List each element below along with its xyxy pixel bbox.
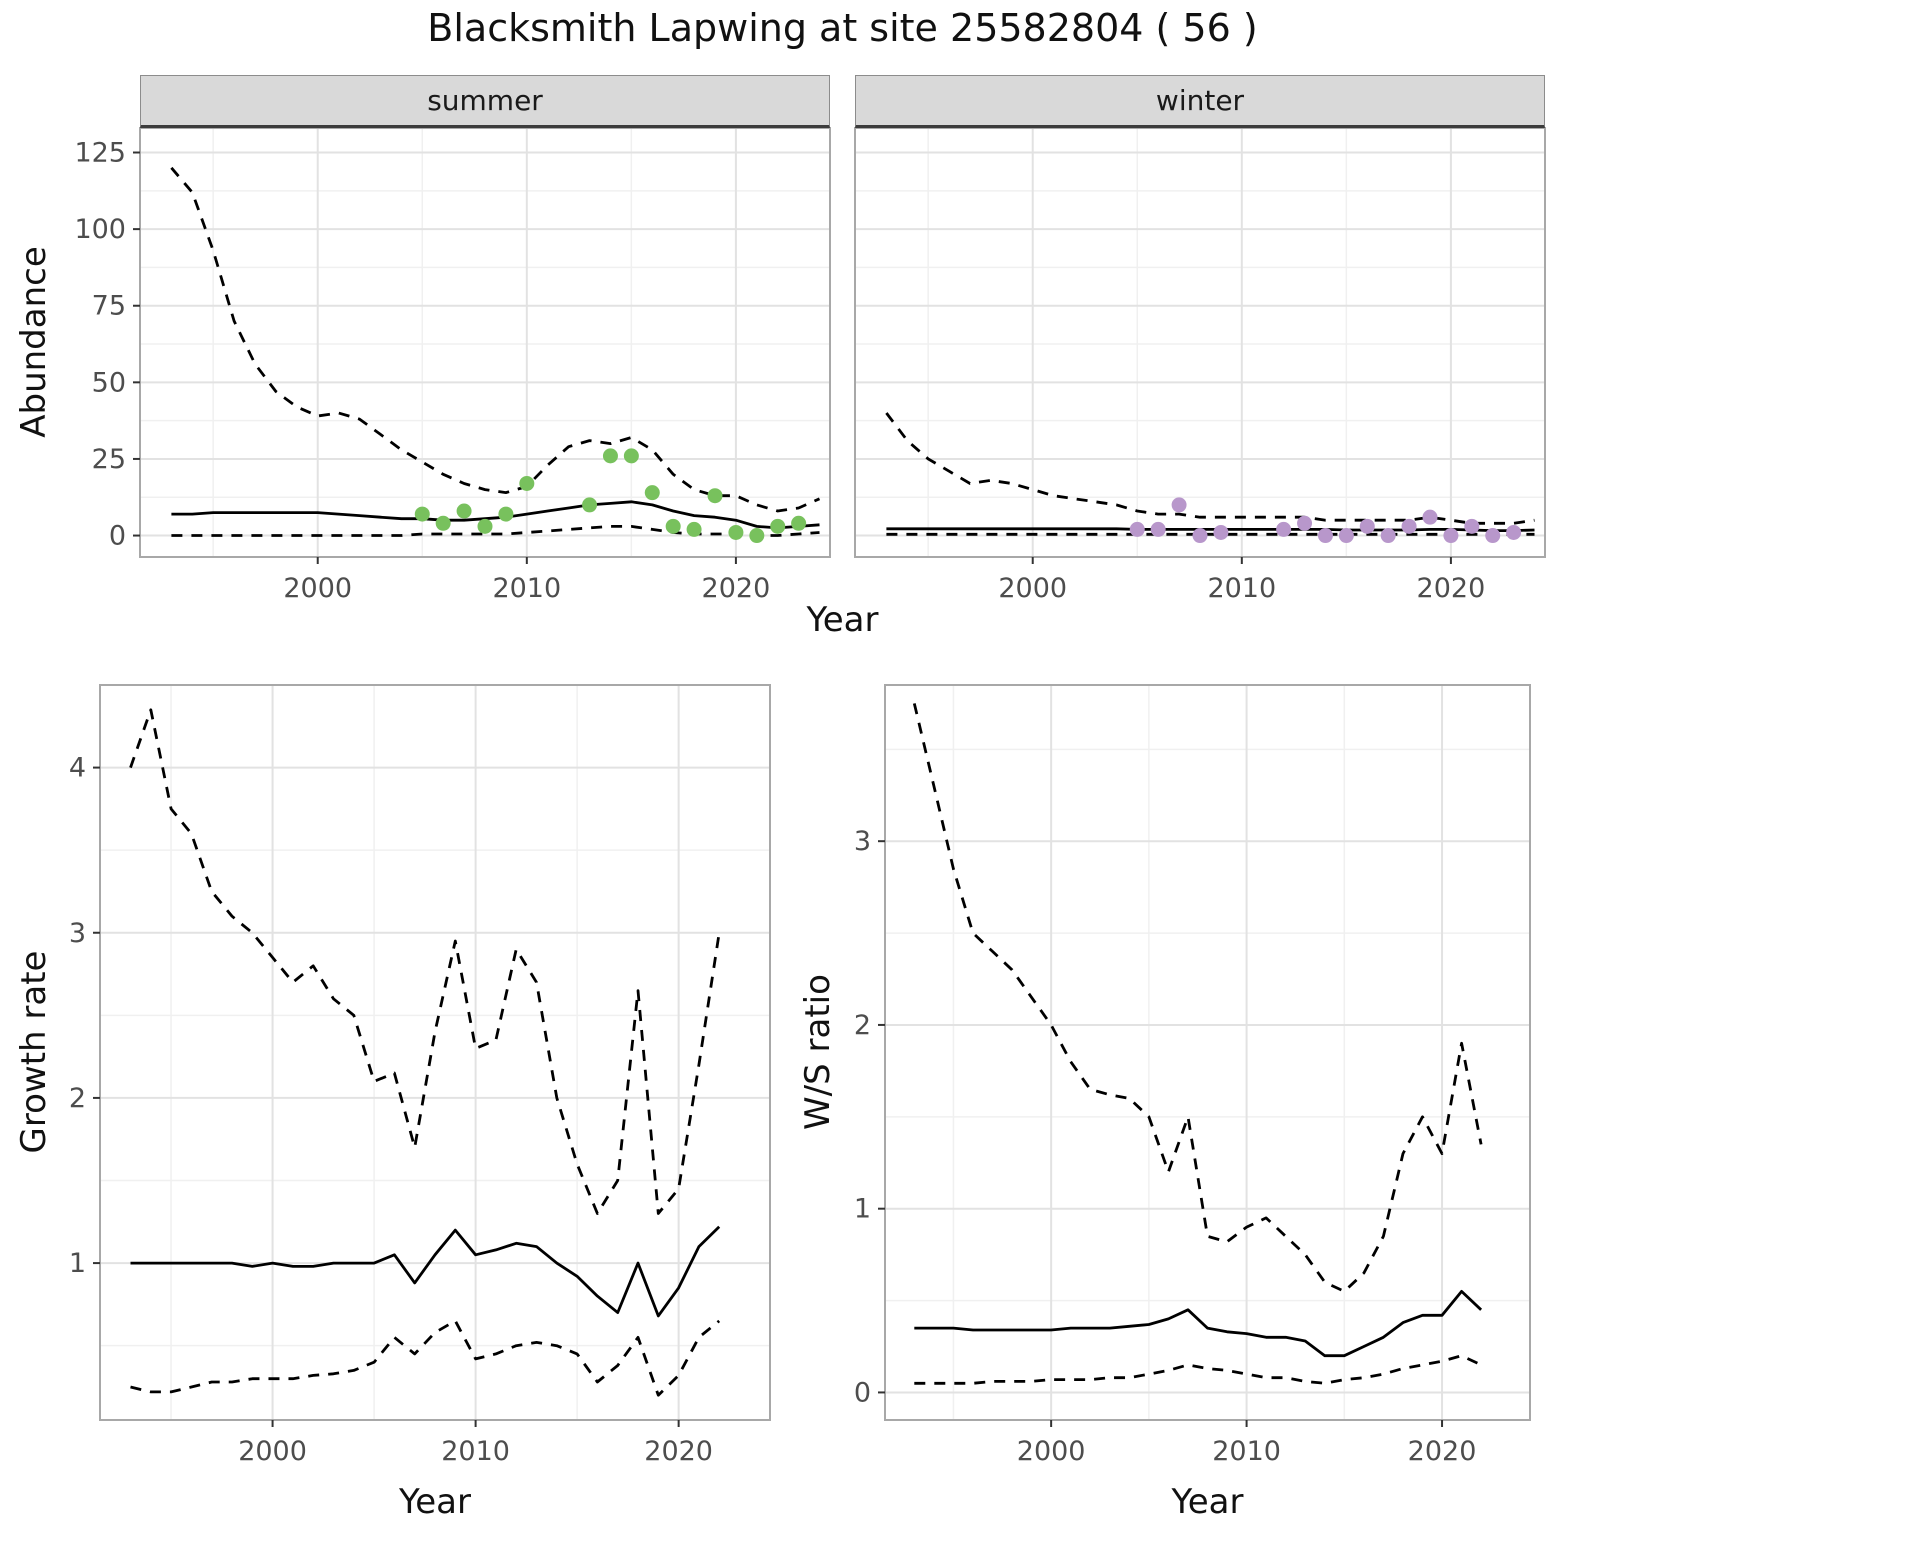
data-point-observed_counts — [1443, 528, 1459, 544]
data-point-observed_counts — [602, 448, 618, 464]
x-axis-title-ws-year: Year — [1171, 1482, 1244, 1522]
data-point-observed_counts — [791, 515, 807, 531]
data-point-observed_counts — [644, 485, 660, 501]
panel-border — [139, 127, 831, 558]
data-point-observed_counts — [435, 515, 451, 531]
data-point-observed_counts — [477, 518, 493, 534]
series-line-upper_ci — [129, 708, 721, 1215]
data-point-observed_counts — [1338, 528, 1354, 544]
y-tick-label: 3 — [69, 918, 86, 949]
data-point-observed_counts — [749, 528, 765, 544]
facet-strip-winter: winter — [855, 75, 1545, 128]
x-tick-label: 2020 — [644, 1436, 713, 1467]
panel-border — [99, 684, 771, 1421]
panel-summer: 2000 2010 2020 0 25 50 75 100 125 — [74, 127, 831, 604]
panel-w-s-ratio: 2000 2010 2020 0 1 2 3 — [854, 684, 1531, 1467]
data-point-observed_counts — [1129, 521, 1145, 537]
data-point-observed_counts — [1213, 524, 1229, 540]
x-tick-label: 2010 — [1207, 573, 1276, 604]
data-point-observed_counts — [1380, 528, 1396, 544]
data-point-observed_counts — [519, 475, 535, 491]
y-tick-label: 25 — [92, 444, 126, 475]
y-tick-label: 2 — [69, 1083, 86, 1114]
panel-background — [100, 685, 770, 1420]
y-tick-label: 2 — [854, 1010, 871, 1041]
facet-strip-summer: summer — [140, 75, 830, 128]
series-line-upper_ci — [912, 703, 1483, 1293]
chart-title: Blacksmith Lapwing at site 25582804 ( 56… — [427, 6, 1258, 50]
y-tick-label: 125 — [74, 138, 126, 169]
data-point-observed_counts — [1506, 524, 1522, 540]
panel-background — [855, 128, 1545, 557]
data-point-observed_counts — [1485, 528, 1501, 544]
panel-winter: 2000 2010 2020 — [854, 127, 1546, 604]
x-tick-label: 2010 — [1212, 1436, 1281, 1467]
x-tick-label: 2020 — [1408, 1436, 1477, 1467]
x-axis-title-growth-year: Year — [399, 1482, 471, 1522]
series-line-lower_ci — [130, 1319, 721, 1397]
y-tick-label: 100 — [74, 214, 126, 245]
data-point-observed_counts — [1359, 518, 1375, 534]
y-axis-title-growth-rate: Growth rate — [14, 950, 54, 1154]
x-tick-label: 2000 — [283, 573, 352, 604]
data-point-observed_counts — [1464, 518, 1480, 534]
data-point-observed_counts — [665, 518, 681, 534]
y-tick-label: 50 — [92, 367, 126, 398]
panel-border — [854, 127, 1546, 558]
data-point-observed_counts — [1422, 509, 1438, 525]
y-axis-title-ws-ratio: W/S ratio — [798, 974, 838, 1130]
data-point-observed_counts — [456, 503, 472, 519]
series-line-lower_ci — [914, 1354, 1482, 1385]
data-point-observed_counts — [623, 448, 639, 464]
x-axis-title-top-year: Year — [806, 600, 879, 640]
x-tick-label: 2010 — [441, 1436, 510, 1467]
data-point-observed_counts — [1297, 515, 1313, 531]
y-tick-label: 1 — [69, 1248, 86, 1279]
x-tick-label: 2020 — [702, 573, 771, 604]
series-line-median — [130, 1225, 721, 1318]
data-point-observed_counts — [1317, 528, 1333, 544]
y-tick-label: 75 — [92, 291, 126, 322]
y-tick-label: 0 — [109, 521, 126, 552]
data-point-observed_counts — [582, 497, 598, 513]
data-point-observed_counts — [498, 506, 514, 522]
y-tick-label: 3 — [854, 826, 871, 857]
data-point-observed_counts — [1171, 497, 1187, 513]
data-point-observed_counts — [686, 521, 702, 537]
panel-growth-rate: 2000 2010 2020 1 2 3 4 — [69, 684, 771, 1467]
series-line-median — [914, 1290, 1483, 1358]
x-tick-label: 2000 — [998, 573, 1067, 604]
panel-border — [884, 684, 1531, 1421]
series-line-median — [886, 527, 1535, 532]
x-tick-label: 2000 — [238, 1436, 307, 1467]
y-axis-title-abundance: Abundance — [14, 246, 54, 438]
y-tick-label: 4 — [69, 753, 86, 784]
y-tick-label: 1 — [854, 1194, 871, 1225]
data-point-observed_counts — [1276, 521, 1292, 537]
panel-background — [885, 685, 1530, 1420]
x-tick-label: 2000 — [1017, 1436, 1086, 1467]
data-point-observed_counts — [414, 506, 430, 522]
data-point-observed_counts — [1192, 528, 1208, 544]
series-line-lower_ci — [171, 525, 820, 537]
data-point-observed_counts — [1401, 518, 1417, 534]
y-tick-label: 0 — [854, 1377, 871, 1408]
x-tick-label: 2020 — [1417, 573, 1486, 604]
data-point-observed_counts — [728, 524, 744, 540]
panel-background — [140, 128, 830, 557]
x-tick-label: 2010 — [492, 573, 561, 604]
series-line-median — [171, 500, 820, 530]
data-point-observed_counts — [1150, 521, 1166, 537]
data-point-observed_counts — [707, 488, 723, 504]
data-point-observed_counts — [770, 518, 786, 534]
